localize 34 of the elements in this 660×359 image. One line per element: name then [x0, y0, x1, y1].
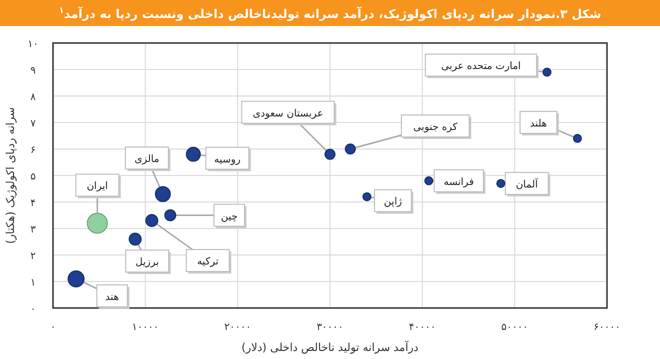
y-tick-label: ۱۰ — [28, 39, 38, 50]
x-tick-label: ۱۰۰۰۰ — [132, 322, 159, 333]
annotation: عربستان سعودی — [252, 108, 324, 120]
y-tick-label: ۲ — [30, 251, 36, 262]
x-tick-label: ۲۰۰۰۰ — [224, 322, 252, 333]
chart-title: شکل ۳.نمودار سرانه ردپای اکولوژیک، درآمد سرانه تولیدناخالص داخلی ونسبت ردپا به درآمد$^{۱}$ — [58, 5, 602, 21]
annotation: روسیه — [214, 154, 241, 166]
y-tick-label: ۷ — [30, 118, 36, 130]
y-tick-label: ۵ — [30, 172, 36, 182]
y-tick-label: ۱ — [30, 278, 36, 288]
y-tick-label: ۹ — [30, 66, 36, 76]
y-tick-label: ۳ — [30, 224, 36, 236]
x-tick-label: ۵۰۰۰۰ — [501, 322, 528, 333]
annotation: مالزی — [134, 154, 160, 166]
annotation: برزیل — [135, 257, 159, 268]
x-tick-label: ۶۰۰۰۰ — [594, 322, 620, 333]
x-tick-label: ۴۰۰۰۰ — [408, 322, 436, 333]
annotation: هند — [105, 292, 119, 303]
y-tick-label: ۸ — [30, 92, 36, 103]
annotation: ژاپن — [384, 196, 402, 208]
x-tick-label: ۳۰۰۰۰ — [316, 322, 344, 333]
annotation: آلمان — [516, 177, 540, 190]
x-tick-label: ۰ — [50, 322, 56, 333]
annotation: کره جنوبی — [413, 122, 458, 133]
y-tick-label: ۴ — [30, 198, 36, 209]
x-axis-title: درآمد سرانه تولید ناخالص داخلی (دلار) — [242, 340, 419, 354]
annotation: ترکیه — [197, 256, 219, 268]
annotation: ایران — [86, 181, 108, 192]
y-tick-label: ۶ — [30, 145, 36, 156]
annotation: چین — [220, 211, 238, 222]
annotation: فرانسه — [444, 176, 474, 188]
y-tick-label: ۰ — [30, 304, 36, 315]
y-axis-title: سرانه ردپای اکولوژیک (هکتار) — [4, 107, 17, 244]
annotation: هلند — [530, 118, 547, 130]
